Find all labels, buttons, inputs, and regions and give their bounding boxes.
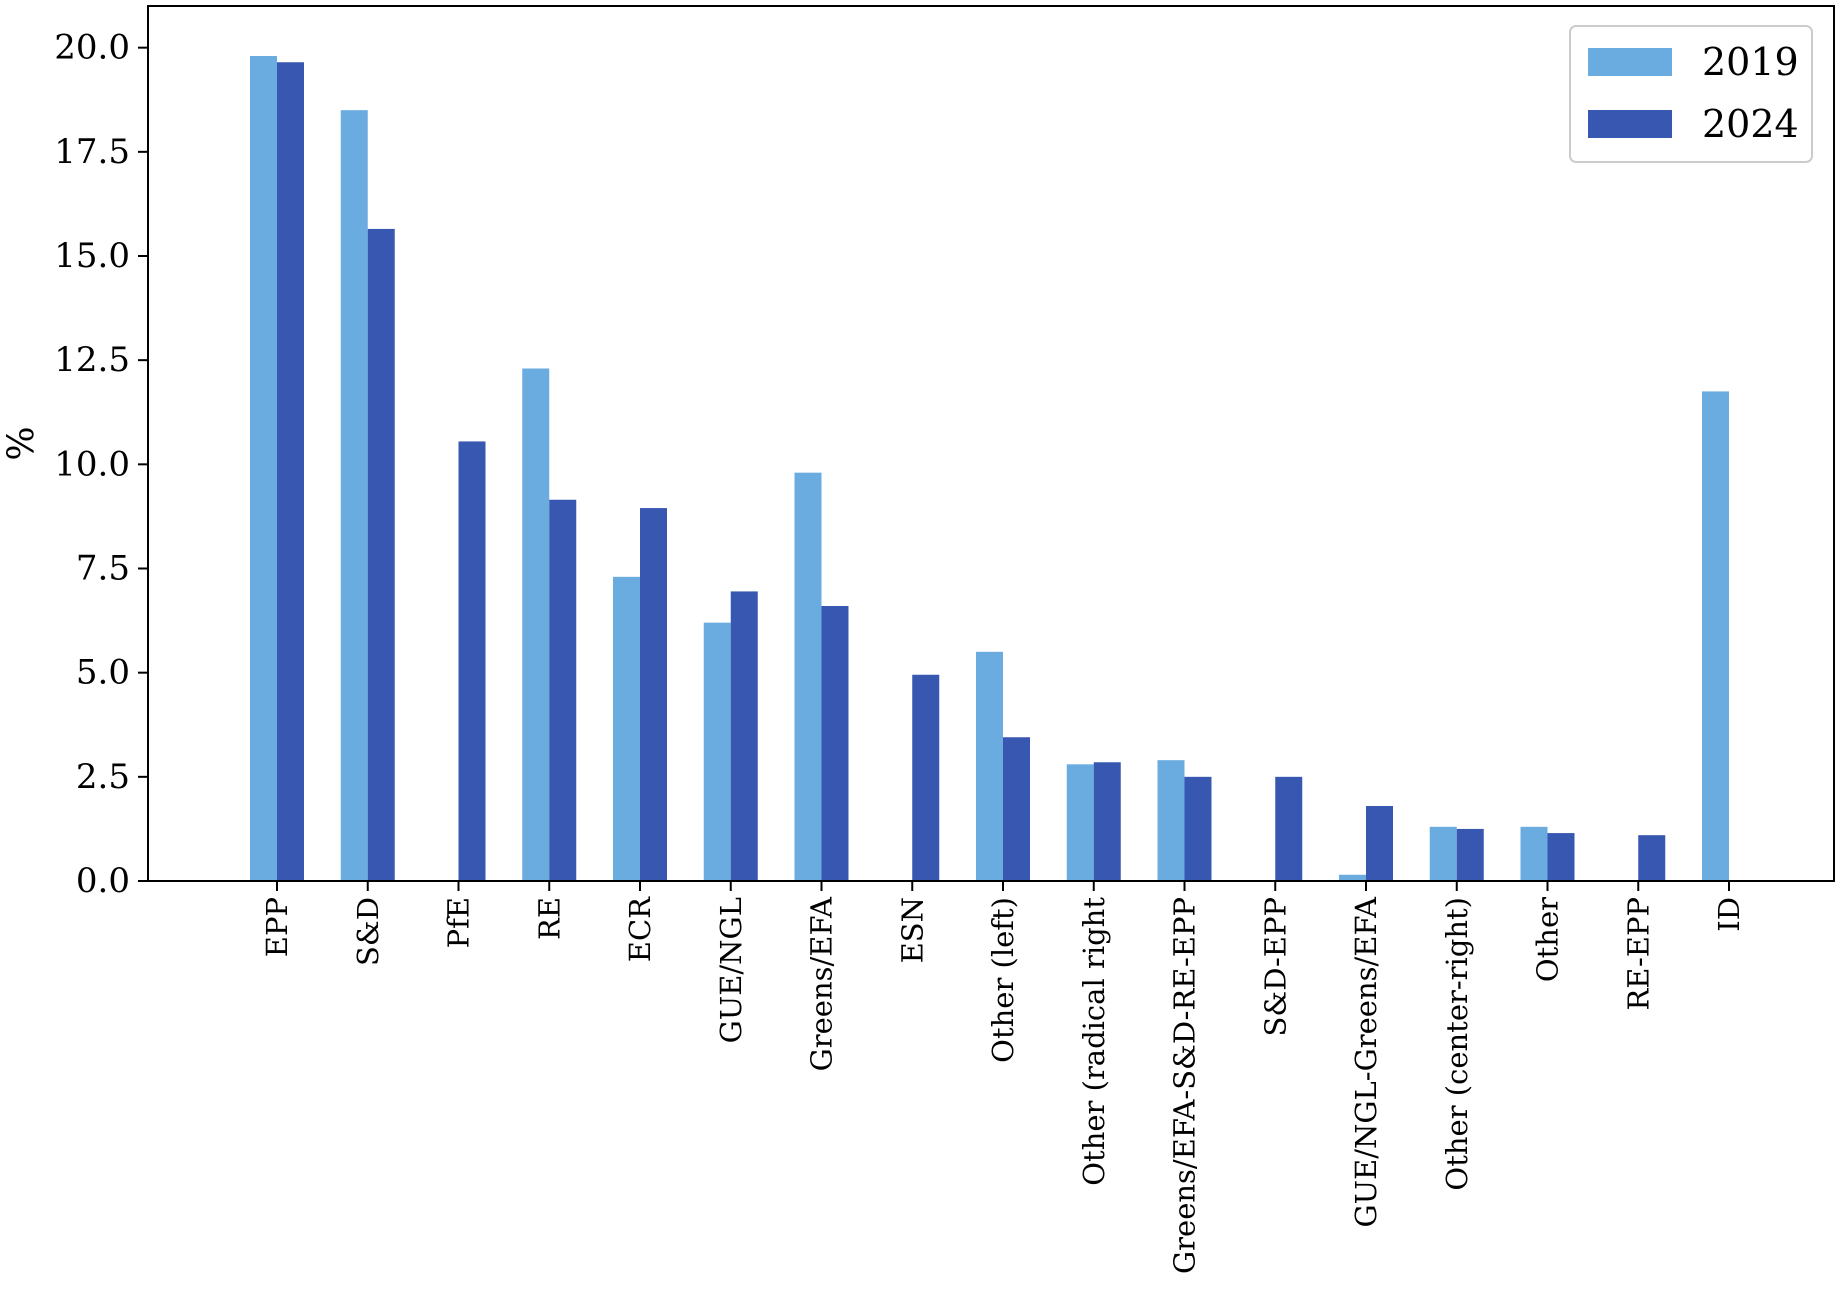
x-tick-label: Greens/EFA — [805, 896, 839, 1071]
y-tick-label: 12.5 — [54, 340, 130, 380]
plot-frame — [147, 5, 1835, 882]
bar-2019-1 — [340, 110, 368, 882]
bar-2019-9 — [1066, 764, 1094, 881]
y-tick-label: 10.0 — [54, 444, 130, 484]
bar-2019-0 — [250, 56, 277, 881]
bar-2024-8 — [1003, 737, 1030, 881]
x-tick-label: RE-EPP — [1621, 897, 1655, 1011]
bar-2024-0 — [277, 62, 304, 881]
bar-2019-8 — [976, 651, 1003, 881]
x-axis: EPP S&D PfE RE ECR GUE/NGL Greens/EFA ESN Other … — [260, 881, 1746, 1274]
legend-label-2019: 2019 — [1702, 40, 1799, 84]
bar-2019-4 — [613, 576, 640, 881]
bar-2024-2 — [458, 441, 486, 881]
x-tick-label: ESN — [895, 897, 929, 963]
x-tick-label: Greens/EFA-S&D-RE-EPP — [1168, 897, 1202, 1274]
bar-2024-12 — [1366, 806, 1393, 881]
y-tick-label: 20.0 — [54, 28, 130, 68]
x-tick-label: Other (center-right) — [1440, 897, 1474, 1191]
bar-2024-4 — [640, 508, 667, 881]
bar-2019-14 — [1520, 826, 1548, 881]
bar-2019-10 — [1157, 760, 1185, 881]
bar-2024-13 — [1456, 828, 1484, 881]
bar-2024-10 — [1184, 776, 1212, 881]
x-tick-label: ECR — [623, 896, 657, 962]
bar-2024-9 — [1093, 762, 1121, 881]
y-axis-label: % — [2, 426, 43, 460]
x-tick-label: GUE/NGL-Greens/EFA — [1349, 896, 1383, 1228]
bar-2024-7 — [912, 674, 940, 881]
bar-2019-12 — [1339, 874, 1366, 881]
x-tick-label: ID — [1712, 897, 1746, 932]
y-tick-label: 5.0 — [76, 653, 130, 693]
bar-2024-14 — [1547, 833, 1575, 881]
x-tick-label: Other (left) — [986, 897, 1020, 1063]
x-tick-label: Other — [1531, 897, 1565, 982]
bar-2019-5 — [703, 622, 731, 881]
legend-label-2024: 2024 — [1702, 102, 1799, 146]
bar-2019-6 — [794, 472, 822, 881]
x-tick-label: Other (radical right — [1077, 897, 1111, 1186]
legend-swatch-2019 — [1588, 48, 1672, 76]
y-tick-label: 15.0 — [54, 236, 130, 276]
bar-2024-1 — [367, 228, 395, 882]
x-tick-label: PfE — [442, 897, 476, 948]
x-tick-label: S&D — [351, 897, 385, 966]
y-tick-label: 17.5 — [54, 132, 130, 172]
x-tick-label: RE — [532, 897, 566, 940]
x-tick-label: GUE/NGL — [714, 897, 748, 1043]
bar-2019-16 — [1702, 391, 1729, 881]
x-tick-label: EPP — [260, 897, 294, 957]
y-axis: 0.0 2.5 5.0 7.5 10.0 12.5 15.0 17.5 20.0 — [54, 28, 148, 901]
bar-2019-3 — [522, 368, 550, 881]
bar-2024-6 — [821, 606, 849, 881]
legend: 2019 2024 — [1569, 25, 1813, 163]
bar-2024-5 — [730, 591, 758, 881]
bar-2024-15 — [1638, 835, 1666, 881]
y-tick-label: 7.5 — [76, 549, 130, 589]
bars-layer — [250, 56, 1729, 882]
bar-2024-3 — [549, 499, 577, 881]
legend-swatch-2024 — [1588, 110, 1672, 138]
y-tick-label: 0.0 — [76, 861, 130, 901]
y-tick-label: 2.5 — [76, 757, 130, 797]
x-tick-label: S&D-EPP — [1258, 897, 1292, 1036]
bar-2019-13 — [1429, 826, 1457, 881]
bar-2024-11 — [1275, 776, 1303, 881]
